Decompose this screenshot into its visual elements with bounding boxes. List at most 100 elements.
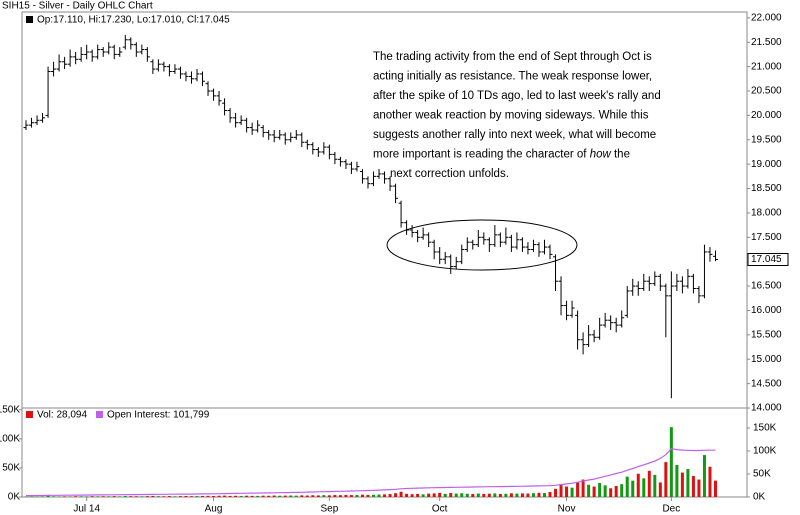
ohlc-bar [67,49,73,67]
volume-bar [327,495,331,497]
volume-bar [195,496,199,497]
ohlc-bar [183,71,189,82]
ohlc-bar [56,54,62,72]
volume-bar [675,465,679,497]
ohlc-bar [293,130,299,140]
volume-bar [79,496,83,497]
ohlc-bar [641,273,647,291]
ohlc-bar [161,61,167,72]
volume-bar [581,479,585,497]
oi-tick-label: 150K [753,423,777,434]
volume-bar [234,495,238,497]
ohlc-bar [690,273,696,294]
volume-bar [366,494,370,497]
ohlc-bar [442,251,448,265]
volume-bar [151,495,155,497]
volume-bar [349,495,353,497]
ohlc-bar [304,139,310,150]
volume-bar [372,494,375,497]
ohlc-bar [271,130,277,143]
volume-bar [399,491,403,497]
y-tick-label: 19.000 [751,159,782,170]
ohlc-bar [111,44,117,60]
volume-bar [443,493,447,497]
annotation-line: suggests another rally into next week, w… [373,129,656,141]
ohlc-bar [409,225,415,238]
ohlc-bar [326,144,332,160]
y-tick-label: 16.000 [751,305,782,316]
ohlc-bar [73,51,79,65]
volume-bar [250,495,254,497]
annotation-line: The trading activity from the end of Sep… [373,51,652,63]
x-tick-label: Aug [205,504,223,515]
ohlc-bar [525,242,531,255]
ohlc-bar [608,315,614,330]
volume-bar [278,495,282,497]
volume-bar [107,496,111,497]
volume-bar [554,488,558,497]
volume-tick-label: 0K [8,492,21,503]
ohlc-bar [464,237,470,252]
volume-bar [631,480,635,497]
ohlc-bar [337,156,343,167]
volume-bar [537,492,541,497]
volume-bar [432,493,436,497]
ohlc-bar [365,176,371,189]
volume-bar [206,495,210,497]
oi-tick-label: 100K [753,446,777,457]
volume-bar [658,482,662,497]
ohlc-bar [470,239,476,250]
ohlc-bar [453,256,459,270]
ohlc-bar [249,122,255,135]
volume-bar [173,496,177,497]
volume-bar [493,493,497,497]
legend-text: Vol: 28,094 [37,410,87,421]
volume-bar [394,493,398,497]
ohlc-bar [255,120,261,133]
volume-bar [283,495,287,497]
ohlc-bar [508,234,514,252]
ohlc-bar [591,329,597,343]
ohlc-bar [233,112,239,128]
ohlc-bar [448,254,454,274]
volume-bar [548,492,552,497]
ohlc-bar [106,42,112,55]
ohlc-bar [122,34,128,50]
volume-bar [145,496,149,497]
y-tick-label: 18.500 [751,183,782,194]
ohlc-bar [34,115,40,126]
ohlc-bar [315,147,321,157]
ohlc-bar [663,283,669,338]
volume-bar [416,493,420,497]
volume-bar [344,494,348,497]
volume-bar [421,494,425,497]
ohlc-bar [288,132,294,143]
volume-bar [217,495,221,497]
volume-bar [189,496,193,497]
oi-tick-label: 50K [753,469,771,480]
volume-bar [526,493,530,497]
ohlc-bar [712,250,718,262]
ohlc-bar [89,49,95,62]
legend-text: Op:17.110, Hi:17.230, Lo:17.010, Cl:17.0… [37,15,230,26]
volume-bar [669,427,673,497]
x-tick-label: Jul 14 [73,504,100,515]
ohlc-bar [332,151,338,165]
volume-bar [41,496,45,497]
volume-bar [184,496,188,497]
volume-bar [653,474,657,497]
ohlc-bar [348,161,354,174]
ohlc-bar [266,130,272,140]
volume-bar [85,496,89,497]
ohlc-bar [597,317,603,340]
ohlc-bar [51,61,57,77]
ohlc-bar [586,325,592,348]
ohlc-bar [310,142,316,155]
ohlc-bar [657,273,663,291]
ohlc-bar [387,176,393,191]
volume-bar [515,493,519,497]
ohlc-bar [282,132,288,145]
ohlc-bar [481,232,487,245]
ohlc-bar [497,232,503,248]
